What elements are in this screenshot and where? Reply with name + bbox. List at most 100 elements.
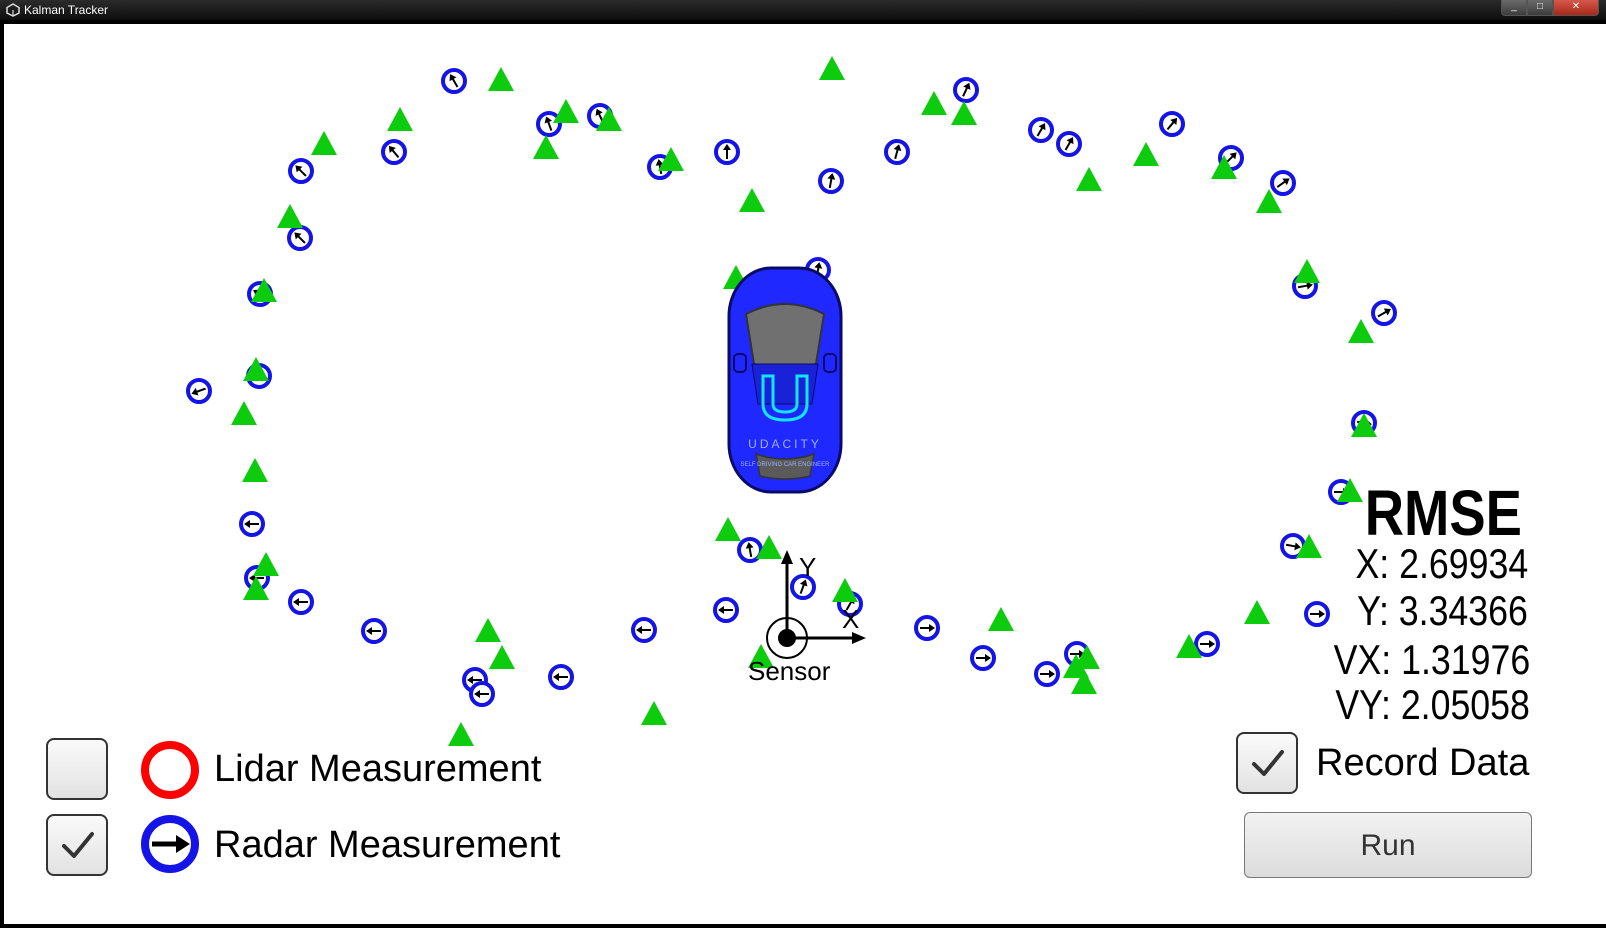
rmse-title: RMSE [1364, 477, 1522, 549]
kalman-estimate-marker [448, 722, 474, 746]
radar-measurement-marker [1270, 170, 1296, 196]
kalman-estimate-marker [596, 107, 622, 131]
rmse-x: X: 2.69934 [1355, 540, 1528, 587]
radar-measurement-marker [536, 111, 562, 137]
maximize-button[interactable]: □ [1527, 0, 1553, 16]
kalman-estimate-marker [951, 101, 977, 125]
lidar-legend-icon [141, 741, 199, 799]
kalman-estimate-marker [1071, 670, 1097, 694]
kalman-estimate-marker [243, 576, 269, 600]
radar-measurement-marker [361, 618, 387, 644]
radar-measurement-marker [1371, 300, 1397, 326]
radar-measurement-marker [1194, 631, 1220, 657]
kalman-estimate-marker [251, 278, 277, 302]
radar-measurement-marker [714, 139, 740, 165]
kalman-estimate-marker [1294, 259, 1320, 283]
window-title: Kalman Tracker [24, 3, 109, 17]
car-rear-window [755, 452, 815, 480]
radar-measurement-marker [737, 537, 763, 563]
kalman-estimate-marker [243, 357, 269, 381]
radar-measurement-marker [818, 168, 844, 194]
record-data-checkbox[interactable] [1236, 732, 1298, 794]
kalman-estimate-marker [1244, 600, 1270, 624]
x-axis-label: X [842, 604, 859, 634]
radar-measurement-marker [953, 77, 979, 103]
kalman-estimate-marker [715, 517, 741, 541]
checkmark-icon [1252, 750, 1284, 776]
kalman-estimate-marker [819, 56, 845, 80]
kalman-estimate-marker [475, 618, 501, 642]
kalman-estimate-marker [988, 607, 1014, 631]
sensor-label: Sensor [748, 656, 831, 686]
kalman-estimate-marker [1133, 142, 1159, 166]
rmse-y: Y: 3.34366 [1357, 587, 1528, 634]
kalman-estimate-marker [1211, 155, 1237, 179]
checkmark-icon [62, 832, 94, 858]
kalman-estimate-marker [739, 188, 765, 212]
car-brand-text: UDACITY [748, 437, 822, 451]
close-button[interactable]: ✕ [1553, 0, 1599, 16]
radar-measurement-marker [790, 574, 816, 600]
car-windshield [744, 303, 826, 369]
udacity-logo [761, 374, 809, 422]
radar-measurement-marker [713, 597, 739, 623]
kalman-estimate-marker [748, 644, 774, 668]
car: UDACITY SELF DRIVING CAR ENGINEER [727, 266, 843, 494]
radar-measurement-marker [548, 664, 574, 690]
unity-app-icon [6, 3, 20, 17]
run-button[interactable]: Run [1244, 812, 1532, 878]
kalman-estimate-marker [1256, 189, 1282, 213]
radar-measurement-marker [970, 645, 996, 671]
kalman-estimates [231, 56, 1377, 746]
radar-measurement-marker [288, 589, 314, 615]
lidar-checkbox[interactable] [46, 738, 108, 800]
kalman-estimate-marker [277, 204, 303, 228]
kalman-estimate-marker [533, 135, 559, 159]
kalman-estimate-marker [488, 67, 514, 91]
rmse-vx: VX: 1.31976 [1333, 636, 1530, 683]
kalman-estimate-marker [1351, 413, 1377, 437]
radar-legend-label: Radar Measurement [214, 824, 561, 866]
kalman-estimate-marker [1296, 534, 1322, 558]
tracking-scene: UDACITY SELF DRIVING CAR ENGINEER Y X Se… [186, 56, 1397, 746]
radar-legend-icon [141, 815, 199, 873]
radar-measurement-marker [381, 139, 407, 165]
radar-measurement-marker [1159, 111, 1185, 137]
kalman-estimate-marker [1063, 654, 1089, 678]
radar-measurement-marker [631, 617, 657, 643]
kalman-estimate-marker [1348, 319, 1374, 343]
radar-measurement-marker [239, 511, 265, 537]
kalman-estimate-marker [253, 552, 279, 576]
kalman-estimate-marker [387, 107, 413, 131]
y-axis-label: Y [799, 552, 816, 582]
minimize-button[interactable]: _ [1501, 0, 1527, 16]
kalman-estimate-marker [658, 147, 684, 171]
car-tagline-text: SELF DRIVING CAR ENGINEER [740, 462, 830, 468]
kalman-estimate-marker [756, 535, 782, 559]
radar-measurement-marker [288, 158, 314, 184]
y-axis-arrowhead [781, 550, 793, 564]
kalman-estimate-marker [553, 99, 579, 123]
radar-measurement-marker [287, 225, 313, 251]
radar-checkbox[interactable] [46, 814, 108, 876]
radar-measurement-marker [914, 615, 940, 641]
kalman-estimate-marker [1076, 167, 1102, 191]
radar-measurement-marker [884, 139, 910, 165]
car-roof [751, 363, 819, 405]
radar-measurement-marker [186, 378, 212, 404]
kalman-estimate-marker [921, 91, 947, 115]
kalman-estimate-marker [311, 131, 337, 155]
kalman-estimate-marker [489, 645, 515, 669]
car-mirror-right [823, 353, 837, 373]
rmse-vy: VY: 2.05058 [1335, 681, 1530, 728]
kalman-estimate-marker [641, 701, 667, 725]
radar-measurement-marker [1028, 117, 1054, 143]
radar-measurement-marker [1056, 131, 1082, 157]
radar-measurement-marker [1304, 601, 1330, 627]
kalman-estimate-marker [832, 578, 858, 602]
sensor-origin: Y X Sensor [748, 550, 866, 686]
radar-measurement-marker [441, 68, 467, 94]
simulator-viewport: UDACITY SELF DRIVING CAR ENGINEER Y X Se… [4, 24, 1606, 924]
kalman-estimate-marker [242, 458, 268, 482]
